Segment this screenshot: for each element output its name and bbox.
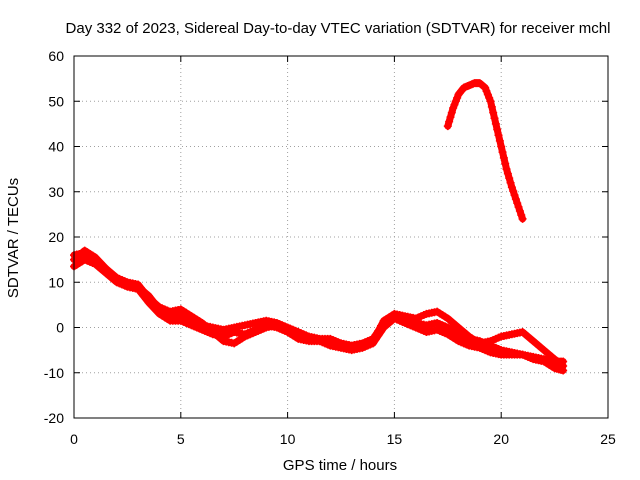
- data-point: [513, 199, 522, 208]
- data-point: [501, 159, 510, 168]
- data-point: [369, 337, 378, 346]
- y-tick-label: -20: [44, 410, 64, 426]
- y-tick-label: 50: [48, 93, 64, 109]
- data-point: [490, 114, 499, 123]
- data-point: [447, 108, 456, 117]
- data-point: [559, 361, 568, 370]
- data-point: [499, 153, 508, 162]
- x-tick-label: 10: [280, 431, 296, 447]
- data-point: [510, 191, 519, 200]
- data-point: [514, 203, 523, 212]
- data-point: [495, 136, 504, 145]
- data-point: [377, 321, 386, 330]
- data-point: [491, 119, 500, 128]
- data-points: [70, 79, 568, 375]
- y-tick-label: 10: [48, 274, 64, 290]
- data-point: [517, 210, 526, 219]
- data-point: [515, 206, 524, 215]
- y-tick-label: -10: [44, 365, 64, 381]
- data-point: [509, 187, 518, 196]
- y-tick-label: 0: [56, 320, 64, 336]
- x-tick-label: 25: [600, 431, 616, 447]
- y-tick-label: 40: [48, 139, 64, 155]
- y-tick-label: 60: [48, 48, 64, 64]
- series-band-late-arc: [444, 79, 527, 223]
- data-point: [446, 113, 455, 122]
- y-axis-title: SDTVAR / TECUs: [5, 178, 22, 298]
- data-point: [487, 102, 496, 111]
- data-point: [507, 183, 516, 192]
- data-point: [374, 326, 383, 335]
- y-tick-label: 30: [48, 184, 64, 200]
- data-point: [505, 174, 514, 183]
- data-point: [518, 214, 527, 223]
- data-point: [371, 331, 380, 340]
- x-tick-label: 0: [70, 431, 78, 447]
- y-tick-label: 20: [48, 229, 64, 245]
- data-point: [497, 142, 506, 151]
- chart-title: Day 332 of 2023, Sidereal Day-to-day VTE…: [66, 20, 611, 37]
- x-tick-label: 15: [387, 431, 403, 447]
- x-tick-label: 20: [493, 431, 509, 447]
- data-point: [506, 178, 515, 187]
- data-point: [486, 97, 495, 106]
- data-point: [443, 122, 452, 131]
- data-point: [494, 131, 503, 140]
- data-point: [511, 195, 520, 204]
- data-point: [489, 108, 498, 117]
- grid: [74, 56, 608, 418]
- x-tick-label: 5: [177, 431, 185, 447]
- data-point: [503, 169, 512, 178]
- data-point: [498, 148, 507, 157]
- data-point: [445, 117, 454, 126]
- x-axis-title: GPS time / hours: [283, 457, 397, 474]
- data-point: [493, 125, 502, 134]
- axis-ticks: 0 5 10 15 20 25 -20 -10 0 10 20 30 40 50 60: [44, 48, 616, 447]
- data-point: [502, 165, 511, 174]
- data-point: [479, 82, 488, 91]
